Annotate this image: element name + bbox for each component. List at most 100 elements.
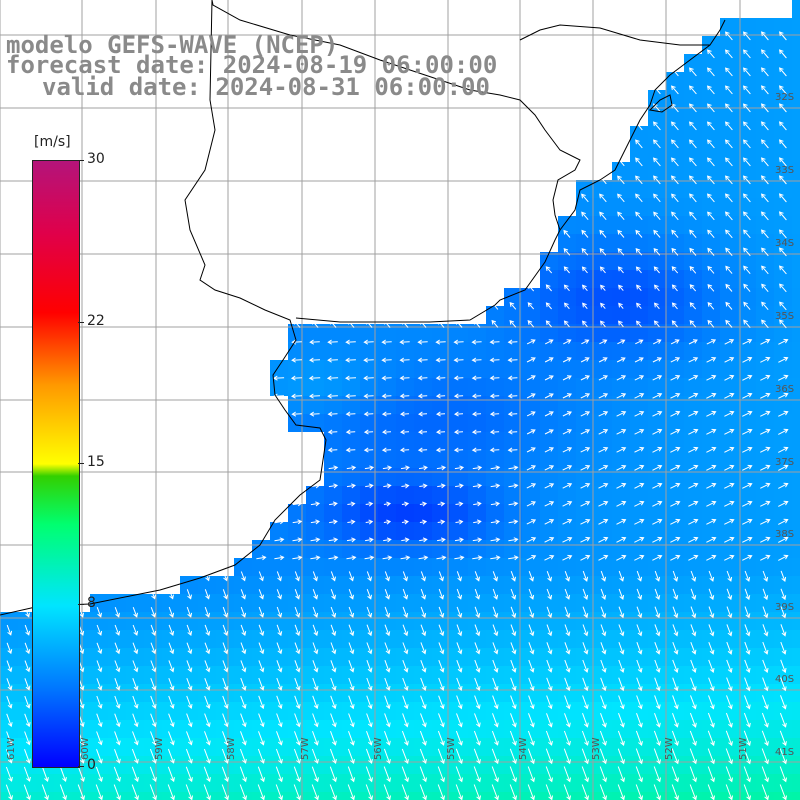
wind-arrow	[131, 766, 139, 783]
wind-arrow	[544, 519, 555, 525]
wind-speed-cell	[288, 702, 306, 720]
wind-speed-cell	[306, 738, 324, 756]
colorbar-tick-label: 0	[87, 757, 96, 773]
wind-arrow	[366, 713, 373, 728]
wind-arrow	[384, 713, 391, 728]
wind-speed-cell	[360, 576, 378, 594]
wind-arrow	[762, 659, 769, 674]
wind-speed-cell	[774, 432, 792, 450]
wind-speed-cell	[306, 342, 324, 360]
wind-speed-cell	[630, 486, 648, 504]
wind-arrow	[581, 248, 589, 256]
wind-speed-cell	[414, 414, 432, 432]
wind-speed-cell	[486, 738, 504, 756]
wind-speed-cell	[432, 774, 450, 792]
wind-speed-cell	[594, 486, 612, 504]
wind-arrow	[672, 642, 679, 655]
wind-speed-cell	[792, 792, 800, 800]
wind-arrow	[688, 339, 698, 345]
wind-arrow	[546, 571, 552, 582]
wind-speed-cell	[558, 756, 576, 774]
wind-arrow	[616, 518, 627, 525]
wind-arrow	[312, 642, 319, 655]
wind-arrow	[294, 660, 301, 673]
wind-arrow	[328, 555, 339, 561]
wind-arrow	[330, 677, 337, 691]
wind-arrow	[634, 536, 645, 543]
wind-speed-cell	[576, 774, 594, 792]
wind-arrow	[690, 642, 697, 655]
wind-arrow	[6, 713, 13, 728]
wind-arrow	[348, 660, 355, 673]
wind-arrow	[546, 695, 553, 710]
wind-speed-cell	[432, 738, 450, 756]
wind-arrow	[489, 357, 500, 363]
wind-arrow	[580, 411, 591, 417]
wind-speed-cell	[522, 684, 540, 702]
wind-arrow	[689, 302, 697, 310]
wind-speed-cell	[594, 756, 612, 774]
wind-speed-cell	[342, 486, 360, 504]
wind-arrow	[471, 357, 482, 363]
wind-arrow	[492, 588, 499, 600]
wind-arrow	[294, 571, 300, 582]
wind-arrow	[168, 678, 175, 691]
wind-speed-cell	[702, 396, 720, 414]
wind-speed-cell	[774, 666, 792, 684]
wind-arrow	[310, 501, 321, 507]
wind-arrow	[580, 357, 590, 363]
wind-arrow	[652, 500, 663, 507]
wind-speed-cell	[612, 594, 630, 612]
wind-arrow	[472, 465, 483, 471]
wind-speed-cell	[540, 468, 558, 486]
wind-speed-cell	[432, 486, 450, 504]
wind-arrow	[653, 320, 660, 328]
wind-arrow	[724, 446, 735, 453]
wind-arrow	[471, 339, 482, 345]
wind-arrow	[706, 428, 717, 435]
wind-speed-cell	[792, 72, 800, 90]
wind-arrow	[689, 265, 697, 274]
wind-speed-cell	[666, 72, 684, 90]
wind-speed-cell	[198, 792, 216, 800]
wind-speed-cell	[630, 252, 648, 270]
wind-arrow	[435, 447, 446, 453]
wind-arrow	[724, 357, 735, 363]
wind-speed-cell	[738, 180, 756, 198]
wind-speed-cell	[576, 756, 594, 774]
wind-speed-cell	[666, 324, 684, 342]
wind-speed-cell	[180, 702, 198, 720]
wind-speed-cell	[378, 594, 396, 612]
wind-speed-cell	[522, 558, 540, 576]
wind-speed-cell	[360, 684, 378, 702]
wind-arrow	[59, 766, 67, 783]
wind-arrow	[438, 713, 445, 728]
wind-speed-cell	[432, 504, 450, 522]
wind-arrow	[724, 49, 733, 59]
wind-speed-cell	[630, 630, 648, 648]
wind-arrow	[778, 85, 787, 95]
wind-speed-cell	[756, 324, 774, 342]
wind-arrow	[598, 393, 609, 399]
wind-arrow	[454, 429, 464, 435]
wind-speed-cell	[774, 738, 792, 756]
wind-speed-cell	[702, 738, 720, 756]
wind-arrow	[616, 482, 627, 489]
wind-speed-cell	[684, 216, 702, 234]
wind-speed-cell	[558, 270, 576, 288]
wind-speed-cell	[216, 648, 234, 666]
wind-speed-cell	[36, 792, 54, 800]
wind-speed-cell	[792, 90, 800, 108]
wind-speed-cell	[360, 594, 378, 612]
wind-arrow	[526, 357, 536, 363]
wind-arrow	[204, 678, 211, 691]
wind-arrow	[6, 660, 13, 673]
wind-arrow	[274, 519, 285, 525]
wind-speed-cell	[756, 396, 774, 414]
wind-arrow	[654, 642, 661, 655]
wind-speed-cell	[540, 270, 558, 288]
wind-arrow	[742, 374, 753, 381]
wind-arrow	[59, 784, 67, 800]
wind-speed-cell	[378, 576, 396, 594]
wind-speed-cell	[738, 414, 756, 432]
